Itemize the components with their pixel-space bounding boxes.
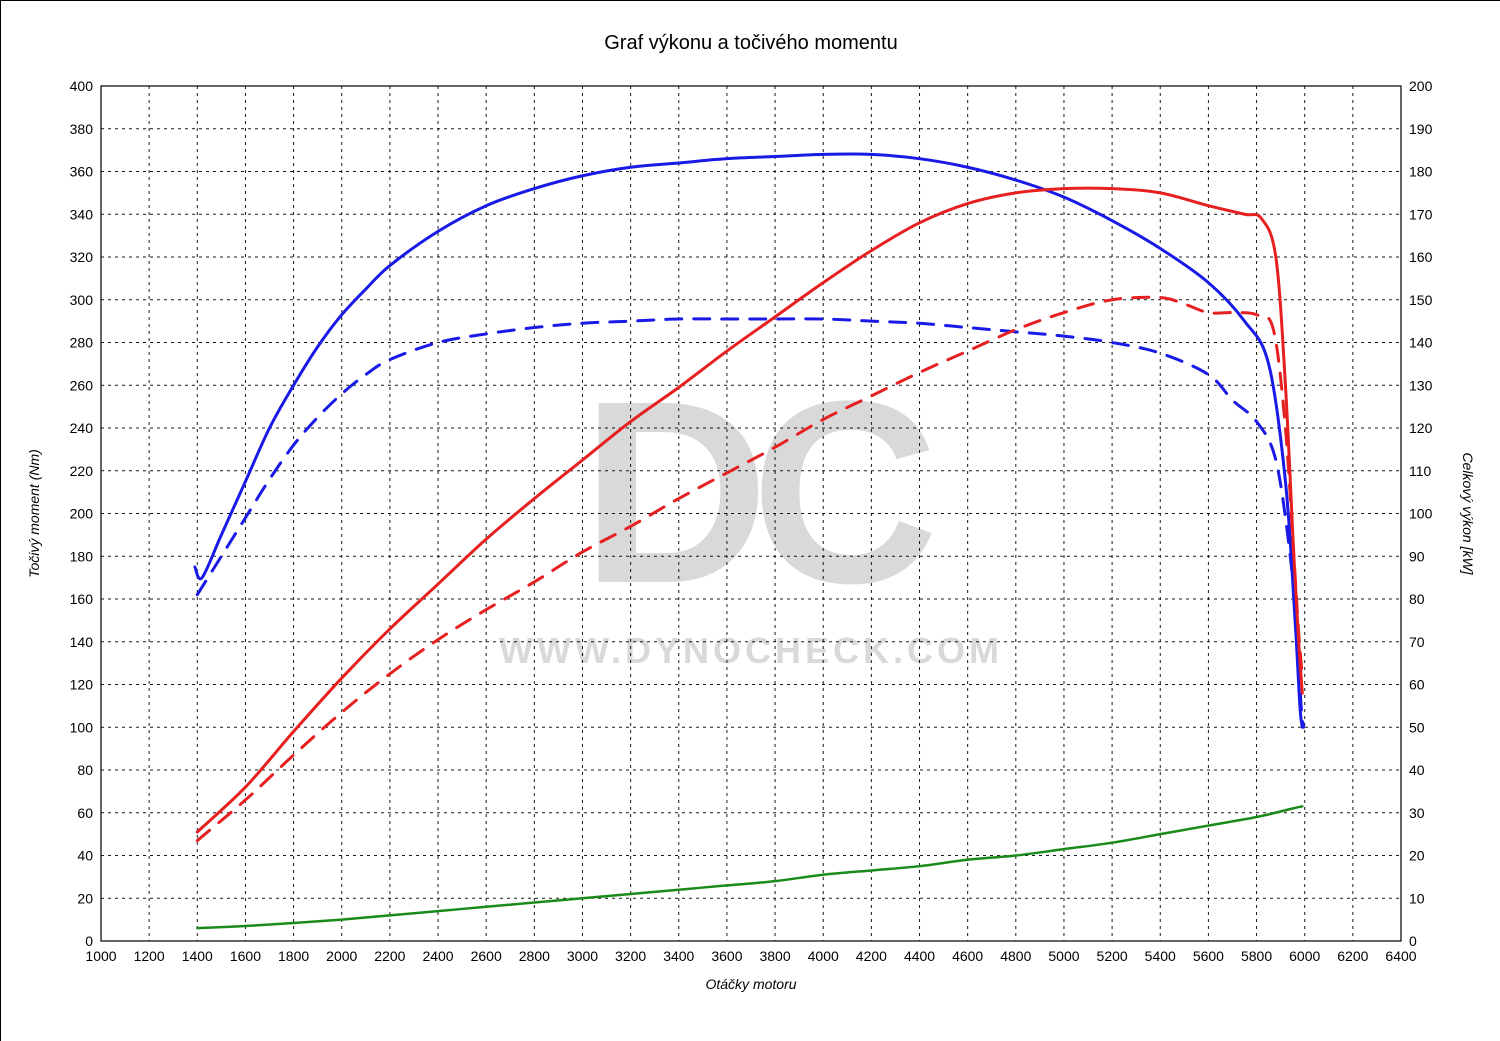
svg-text:Celkový výkon [kW]: Celkový výkon [kW] [1460,452,1476,575]
svg-text:20: 20 [77,890,93,906]
svg-text:160: 160 [1409,249,1433,265]
svg-text:6400: 6400 [1385,948,1416,964]
svg-text:100: 100 [1409,506,1433,522]
svg-text:1400: 1400 [182,948,213,964]
svg-text:4400: 4400 [904,948,935,964]
svg-text:40: 40 [77,848,93,864]
svg-text:4600: 4600 [952,948,983,964]
svg-text:190: 190 [1409,121,1433,137]
svg-text:3400: 3400 [663,948,694,964]
svg-text:10: 10 [1409,890,1425,906]
svg-text:Graf výkonu a točivého momentu: Graf výkonu a točivého momentu [604,32,897,54]
svg-text:70: 70 [1409,634,1425,650]
svg-text:260: 260 [70,377,94,393]
dyno-chart: DCWWW.DYNOCHECK.COM100012001400160018002… [0,0,1500,1041]
svg-text:5600: 5600 [1193,948,1224,964]
svg-text:0: 0 [1409,933,1417,949]
svg-text:180: 180 [70,548,94,564]
svg-text:380: 380 [70,121,94,137]
svg-text:180: 180 [1409,164,1433,180]
svg-text:20: 20 [1409,848,1425,864]
svg-text:1600: 1600 [230,948,261,964]
svg-text:320: 320 [70,249,94,265]
svg-text:3200: 3200 [615,948,646,964]
svg-text:5800: 5800 [1241,948,1272,964]
svg-text:4000: 4000 [808,948,839,964]
svg-text:3800: 3800 [759,948,790,964]
svg-text:400: 400 [70,78,94,94]
svg-text:6200: 6200 [1337,948,1368,964]
svg-text:280: 280 [70,335,94,351]
svg-text:100: 100 [70,719,94,735]
svg-text:5400: 5400 [1145,948,1176,964]
svg-text:6000: 6000 [1289,948,1320,964]
svg-text:160: 160 [70,591,94,607]
svg-text:0: 0 [85,933,93,949]
svg-text:Točivý moment (Nm): Točivý moment (Nm) [26,449,42,578]
svg-text:140: 140 [1409,335,1433,351]
svg-text:300: 300 [70,292,94,308]
svg-text:2400: 2400 [422,948,453,964]
svg-text:130: 130 [1409,377,1433,393]
chart-canvas: DCWWW.DYNOCHECK.COM100012001400160018002… [1,1,1500,1041]
svg-text:30: 30 [1409,805,1425,821]
svg-text:110: 110 [1409,463,1432,479]
svg-text:5000: 5000 [1048,948,1079,964]
svg-text:90: 90 [1409,548,1425,564]
svg-text:150: 150 [1409,292,1433,308]
svg-text:340: 340 [70,206,94,222]
svg-text:1200: 1200 [134,948,165,964]
svg-text:Otáčky motoru: Otáčky motoru [705,976,796,992]
svg-text:1000: 1000 [85,948,116,964]
svg-text:240: 240 [70,420,94,436]
svg-text:120: 120 [70,677,94,693]
svg-text:1800: 1800 [278,948,309,964]
svg-text:5200: 5200 [1097,948,1128,964]
svg-text:200: 200 [70,506,94,522]
svg-text:60: 60 [1409,677,1425,693]
svg-text:120: 120 [1409,420,1433,436]
svg-text:50: 50 [1409,719,1425,735]
svg-text:3600: 3600 [711,948,742,964]
svg-text:40: 40 [1409,762,1425,778]
svg-text:2800: 2800 [519,948,550,964]
svg-text:220: 220 [70,463,94,479]
svg-text:3000: 3000 [567,948,598,964]
svg-text:170: 170 [1409,206,1433,222]
svg-text:80: 80 [77,762,93,778]
svg-text:WWW.DYNOCHECK.COM: WWW.DYNOCHECK.COM [499,630,1003,671]
svg-text:200: 200 [1409,78,1433,94]
svg-text:4200: 4200 [856,948,887,964]
svg-text:4800: 4800 [1000,948,1031,964]
svg-text:2600: 2600 [471,948,502,964]
svg-text:2200: 2200 [374,948,405,964]
svg-text:360: 360 [70,164,94,180]
svg-text:2000: 2000 [326,948,357,964]
svg-text:140: 140 [70,634,94,650]
svg-text:60: 60 [77,805,93,821]
svg-text:80: 80 [1409,591,1425,607]
